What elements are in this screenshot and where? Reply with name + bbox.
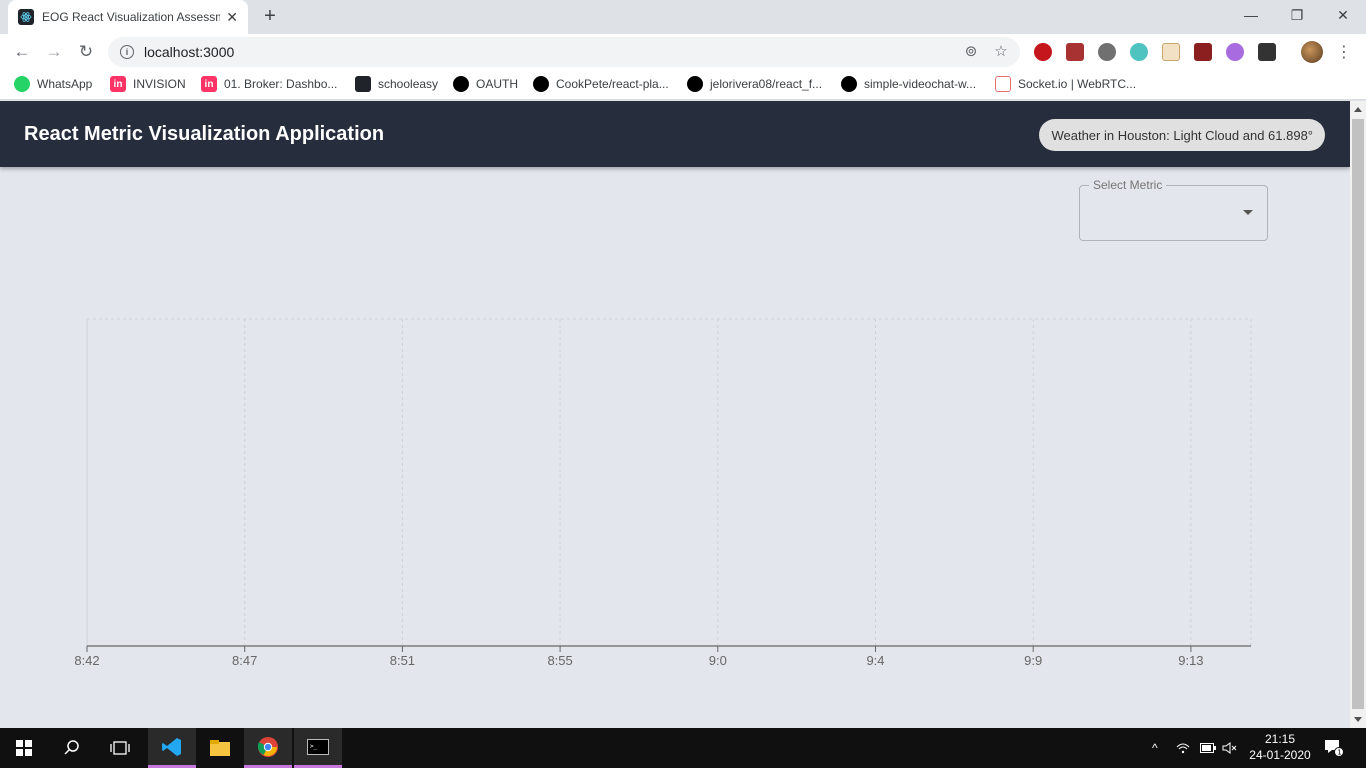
scroll-down-icon[interactable] — [1354, 717, 1362, 722]
minimize-button[interactable]: — — [1244, 7, 1258, 23]
page-content: 8:42 8:47 8:51 8:55 9:0 9:4 9:9 9:13 React Metr… — [0, 101, 1350, 728]
notification-count: 1 — [1337, 749, 1341, 757]
socketio-icon — [995, 76, 1011, 92]
x-axis-tick-label: 8:47 — [232, 653, 257, 668]
bookmark-label: jelorivera08/react_f... — [710, 77, 823, 91]
x-axis-tick-label: 8:51 — [390, 653, 415, 668]
x-axis-tick-label: 9:0 — [709, 653, 727, 668]
x-axis-tick-label: 9:9 — [1024, 653, 1042, 668]
app-title: React Metric Visualization Application — [24, 123, 385, 145]
file-explorer-icon[interactable] — [196, 728, 244, 768]
extension-icon[interactable] — [1098, 43, 1116, 61]
bookmark-item[interactable]: in 01. Broker: Dashbo... — [201, 76, 337, 92]
extension-icon[interactable] — [1066, 43, 1084, 61]
adblock-icon[interactable] — [1034, 43, 1052, 61]
wifi-icon[interactable] — [1176, 728, 1190, 768]
metric-chart: 8:42 8:47 8:51 8:55 9:0 9:4 9:9 9:13 — [74, 318, 1252, 668]
bookmark-label: Socket.io | WebRTC... — [1018, 77, 1137, 91]
github-icon — [841, 76, 857, 92]
bookmark-label: INVISION — [133, 77, 186, 91]
bookmark-label: 01. Broker: Dashbo... — [224, 77, 338, 91]
whatsapp-icon — [14, 76, 30, 92]
github-icon — [453, 76, 469, 92]
task-view-icon[interactable] — [96, 728, 144, 768]
chart-grid-border — [86, 318, 1252, 647]
bookmark-label: WhatsApp — [37, 77, 93, 91]
bookmark-item[interactable]: jelorivera08/react_f... — [687, 76, 822, 92]
bookmark-label: schooleasy — [378, 77, 439, 91]
bookmark-item[interactable]: CookPete/react-pla... — [533, 76, 669, 92]
search-icon[interactable] — [48, 728, 96, 768]
show-hidden-icons[interactable]: ^ — [1152, 741, 1158, 755]
page-scrollbar[interactable] — [1350, 101, 1366, 728]
app-header: React Metric Visualization Application W… — [0, 101, 1350, 167]
scrollbar-thumb[interactable] — [1352, 119, 1364, 709]
scroll-up-icon[interactable] — [1354, 107, 1362, 112]
restore-button[interactable]: ❐ — [1290, 6, 1304, 23]
x-axis-tick-label: 9:4 — [866, 653, 884, 668]
github-icon — [533, 76, 549, 92]
extension-icon[interactable] — [1226, 43, 1244, 61]
chrome-taskbar-icon[interactable] — [244, 728, 292, 768]
dropdown-arrow-icon — [1243, 210, 1253, 215]
bookmarks-bar: WhatsApp in INVISION in 01. Broker: Dashbo… — [0, 70, 1366, 100]
clock-date: 24-01-2020 — [1249, 748, 1311, 762]
extension-icon[interactable] — [1130, 43, 1148, 61]
browser-menu-icon[interactable]: ⋮ — [1336, 44, 1352, 61]
new-tab-button[interactable]: + — [264, 5, 276, 27]
reload-button[interactable]: ↻ — [78, 42, 94, 61]
tab-title: EOG React Visualization Assessm — [42, 10, 221, 24]
bookmark-label: OAUTH — [476, 77, 518, 91]
invision-icon: in — [201, 76, 217, 92]
volume-muted-icon[interactable] — [1222, 728, 1238, 768]
svg-text:>_: >_ — [310, 743, 318, 750]
window-close-button[interactable]: ✕ — [1337, 6, 1349, 23]
bookmark-label: CookPete/react-pla... — [556, 77, 669, 91]
location-blocked-icon[interactable]: ⊚ — [964, 43, 978, 60]
bookmark-item[interactable]: simple-videochat-w... — [841, 76, 976, 92]
vscode-taskbar-icon[interactable] — [148, 728, 196, 768]
extension-icon[interactable] — [1162, 43, 1180, 61]
battery-icon[interactable] — [1200, 728, 1216, 768]
bookmark-label: simple-videochat-w... — [864, 77, 977, 91]
bookmark-item[interactable]: schooleasy — [355, 76, 438, 92]
windows-start-button[interactable] — [0, 728, 48, 768]
bookmark-item[interactable]: WhatsApp — [14, 76, 92, 92]
tab-close-icon[interactable]: ✕ — [226, 8, 238, 25]
back-button[interactable]: ← — [13, 42, 31, 61]
browser-toolbar: ← → ↻ i localhost:3000 ⊚ ☆ ⋮ — [0, 34, 1366, 70]
extension-icon[interactable] — [1258, 43, 1276, 61]
invision-icon: in — [110, 76, 126, 92]
bookmark-star-icon[interactable]: ☆ — [994, 43, 1008, 60]
url-text: localhost:3000 — [144, 44, 235, 60]
react-icon — [355, 76, 371, 92]
profile-avatar[interactable] — [1301, 41, 1323, 63]
react-favicon-icon — [18, 9, 34, 25]
terminal-taskbar-icon[interactable]: >_ — [294, 728, 342, 768]
select-metric-dropdown[interactable]: Select Metric — [1079, 178, 1268, 241]
x-axis-tick-label: 9:13 — [1178, 653, 1203, 668]
browser-tab[interactable]: EOG React Visualization Assessm ✕ — [8, 0, 248, 34]
weather-chip[interactable]: Weather in Houston: Light Cloud and 61.8… — [1039, 119, 1325, 151]
bookmark-item[interactable]: Socket.io | WebRTC... — [995, 76, 1136, 92]
browser-tab-strip: EOG React Visualization Assessm ✕ + — ❐ … — [0, 0, 1366, 34]
address-bar[interactable]: i localhost:3000 ⊚ ☆ — [108, 37, 1020, 67]
clock-time: 21:15 — [1264, 732, 1296, 746]
pdf-extension-icon[interactable] — [1194, 43, 1212, 61]
bookmark-item[interactable]: OAUTH — [453, 76, 518, 92]
system-clock[interactable]: 21:15 24-01-2020 — [1248, 731, 1312, 763]
select-metric-label: Select Metric — [1089, 178, 1167, 192]
forward-button[interactable]: → — [45, 42, 63, 61]
site-info-icon[interactable]: i — [120, 45, 134, 59]
bookmark-item[interactable]: in INVISION — [110, 76, 186, 92]
github-icon — [687, 76, 703, 92]
x-axis-tick-label: 8:55 — [547, 653, 572, 668]
windows-taskbar: >_ ^ 21:15 24-01-2020 1 — [0, 728, 1366, 768]
x-axis-tick-label: 8:42 — [74, 653, 99, 668]
notification-center-icon[interactable]: 1 — [1324, 728, 1344, 768]
